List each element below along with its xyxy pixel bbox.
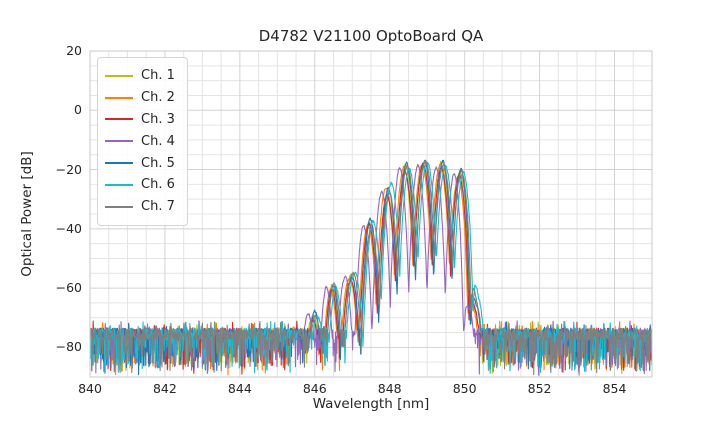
x-tick-label: 846 bbox=[302, 381, 327, 396]
x-tick-label: 848 bbox=[377, 381, 402, 396]
legend-label: Ch. 1 bbox=[141, 68, 175, 84]
legend-item: Ch. 3 bbox=[105, 109, 175, 131]
y-tick-label: −80 bbox=[55, 339, 82, 355]
legend-label: Ch. 4 bbox=[141, 133, 175, 149]
legend-line-swatch bbox=[105, 118, 133, 121]
legend-item: Ch. 2 bbox=[105, 87, 175, 109]
legend-line-swatch bbox=[105, 140, 133, 143]
plot-frame bbox=[89, 50, 653, 378]
x-tick-label: 852 bbox=[527, 381, 552, 396]
x-tick-label: 844 bbox=[227, 381, 252, 396]
x-tick-label: 854 bbox=[602, 381, 627, 396]
y-tick-label: −60 bbox=[55, 280, 82, 296]
legend-item: Ch. 6 bbox=[105, 174, 175, 196]
y-tick-label: 0 bbox=[74, 102, 82, 118]
legend-line-swatch bbox=[105, 183, 133, 186]
legend-item: Ch. 4 bbox=[105, 130, 175, 152]
legend-line-swatch bbox=[105, 205, 133, 208]
y-tick-label: −20 bbox=[55, 161, 82, 177]
chart-title: D4782 V21100 OptoBoard QA bbox=[258, 27, 484, 45]
legend-label: Ch. 5 bbox=[141, 155, 175, 171]
legend-label: Ch. 7 bbox=[141, 199, 175, 215]
legend-item: Ch. 7 bbox=[105, 196, 175, 218]
legend-label: Ch. 3 bbox=[141, 111, 175, 127]
legend: Ch. 1 Ch. 2 Ch. 3 Ch. 4 Ch. 5 Ch. 6 Ch. 7 bbox=[97, 57, 188, 226]
legend-item: Ch. 5 bbox=[105, 152, 175, 174]
legend-line-swatch bbox=[105, 74, 133, 77]
legend-label: Ch. 6 bbox=[141, 177, 175, 193]
x-axis-label: Wavelength [nm] bbox=[312, 396, 430, 412]
legend-item: Ch. 1 bbox=[105, 65, 175, 87]
spectrum-traces bbox=[90, 159, 652, 376]
legend-line-swatch bbox=[105, 96, 133, 99]
y-tick-label: −40 bbox=[55, 220, 82, 236]
x-tick-label: 840 bbox=[78, 381, 102, 396]
legend-label: Ch. 2 bbox=[141, 90, 175, 106]
legend-line-swatch bbox=[105, 162, 133, 165]
x-tick-label: 850 bbox=[452, 381, 477, 396]
trace-chchchch7 bbox=[90, 159, 652, 376]
y-tick-label: 20 bbox=[66, 43, 82, 58]
x-tick-label: 842 bbox=[152, 381, 177, 396]
